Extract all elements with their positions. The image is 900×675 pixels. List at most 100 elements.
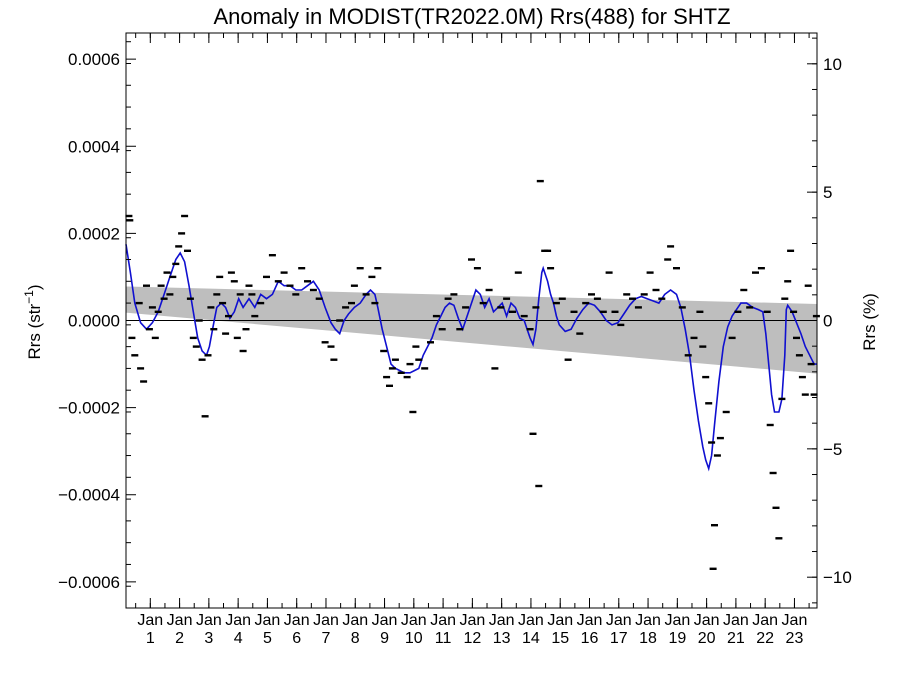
x-tick-year-label: 4 xyxy=(234,630,243,647)
x-tick-month-label: Jan xyxy=(635,612,661,629)
anomaly-marker xyxy=(315,297,323,300)
anomaly-marker xyxy=(763,310,771,313)
anomaly-marker xyxy=(544,249,552,252)
anomaly-marker xyxy=(298,267,306,270)
anomaly-marker xyxy=(371,301,379,305)
anomaly-marker xyxy=(473,267,481,270)
anomaly-marker xyxy=(286,284,294,287)
x-tick-year-label: 21 xyxy=(727,630,745,647)
anomaly-marker xyxy=(128,336,136,340)
anomaly-marker xyxy=(204,354,212,357)
anomaly-marker xyxy=(397,371,405,374)
x-tick-year-label: 15 xyxy=(551,630,569,647)
x-tick-year-label: 3 xyxy=(204,630,213,647)
anomaly-marker xyxy=(342,306,350,309)
right-tick-label: −5 xyxy=(823,440,842,459)
anomaly-marker xyxy=(198,358,206,361)
anomaly-marker xyxy=(184,249,191,252)
anomaly-marker xyxy=(195,319,203,322)
anomaly-marker xyxy=(450,293,458,296)
anomaly-marker xyxy=(529,432,537,435)
anomaly-marker xyxy=(189,336,197,340)
anomaly-marker xyxy=(804,284,812,287)
anomaly-marker xyxy=(582,301,590,305)
x-tick-month-label: Jan xyxy=(547,612,573,629)
left-tick-label: 0.0000 xyxy=(68,312,120,331)
anomaly-marker xyxy=(711,524,718,527)
anomaly-marker xyxy=(175,245,183,248)
x-tick-month-label: Jan xyxy=(255,612,281,629)
anomaly-marker xyxy=(336,319,344,322)
right-tick-label: 0 xyxy=(823,312,832,331)
y-axis-label-left-exponent: −1 xyxy=(22,290,36,304)
anomaly-marker xyxy=(148,306,156,309)
anomaly-marker xyxy=(468,258,475,261)
anomaly-marker xyxy=(154,310,162,313)
anomaly-marker xyxy=(678,306,686,309)
anomaly-marker xyxy=(219,301,227,305)
left-tick-label: 0.0004 xyxy=(68,137,120,156)
x-tick-month-label: Jan xyxy=(723,612,749,629)
anomaly-marker xyxy=(696,310,704,313)
smoothed-line-layer xyxy=(125,244,817,472)
anomaly-marker xyxy=(766,423,774,427)
x-tick-month-label: Jan xyxy=(313,612,339,629)
left-tick-label: 0.0002 xyxy=(68,224,120,243)
x-tick-year-label: 23 xyxy=(786,630,804,647)
anomaly-marker xyxy=(558,297,566,300)
anomaly-marker xyxy=(444,297,452,300)
anomaly-marker xyxy=(186,297,194,300)
anomaly-marker xyxy=(233,336,241,340)
anomaly-marker xyxy=(699,345,707,348)
anomaly-marker xyxy=(263,275,270,279)
x-tick-year-label: 6 xyxy=(292,630,301,647)
y-axis-label-left: Rrs (str−1) xyxy=(22,284,44,359)
x-tick-year-label: 9 xyxy=(380,630,389,647)
right-tick-label: −10 xyxy=(823,568,852,587)
anomaly-marker xyxy=(536,179,544,183)
anomaly-marker xyxy=(131,354,139,357)
anomaly-marker xyxy=(160,297,168,300)
anomaly-marker xyxy=(812,314,820,318)
anomaly-marker xyxy=(135,301,143,305)
anomaly-marker xyxy=(309,288,317,292)
x-tick-year-label: 11 xyxy=(435,630,452,647)
anomaly-marker xyxy=(705,402,713,405)
x-tick-month-label: Jan xyxy=(137,612,163,629)
x-tick-month-label: Jan xyxy=(342,612,368,629)
anomaly-marker xyxy=(552,301,560,305)
anomaly-marker xyxy=(181,214,189,218)
y-axis-label-right: Rrs (%) xyxy=(860,293,879,351)
anomaly-marker xyxy=(652,288,660,292)
anomaly-marker xyxy=(201,415,209,418)
anomaly-marker xyxy=(403,375,411,379)
anomaly-marker xyxy=(137,367,145,370)
anomaly-marker xyxy=(225,314,232,318)
anomaly-marker xyxy=(251,314,259,318)
x-tick-month-label: Jan xyxy=(225,612,251,629)
x-tick-month-label: Jan xyxy=(577,612,603,629)
anomaly-marker xyxy=(640,293,648,296)
anomaly-marker xyxy=(746,306,754,309)
anomaly-marker xyxy=(702,375,710,379)
anomaly-marker xyxy=(169,275,177,279)
x-tick-year-label: 1 xyxy=(146,630,155,647)
anomaly-marker xyxy=(611,310,619,313)
anomaly-marker xyxy=(479,301,487,305)
anomaly-marker xyxy=(280,271,288,274)
anomaly-marker xyxy=(362,293,370,296)
anomaly-marker xyxy=(509,310,516,313)
anomaly-marker xyxy=(801,393,809,396)
anomaly-marker xyxy=(514,271,522,274)
anomaly-marker xyxy=(778,397,786,401)
anomaly-marker xyxy=(321,341,329,344)
anomaly-marker xyxy=(795,354,803,357)
x-tick-month-label: Jan xyxy=(459,612,485,629)
anomaly-marker xyxy=(242,328,250,331)
right-tick-label: 10 xyxy=(823,55,842,74)
anomaly-marker xyxy=(268,254,276,257)
anomaly-marker xyxy=(658,297,666,300)
right-tick-label: 5 xyxy=(823,183,832,202)
anomaly-marker xyxy=(599,310,607,313)
